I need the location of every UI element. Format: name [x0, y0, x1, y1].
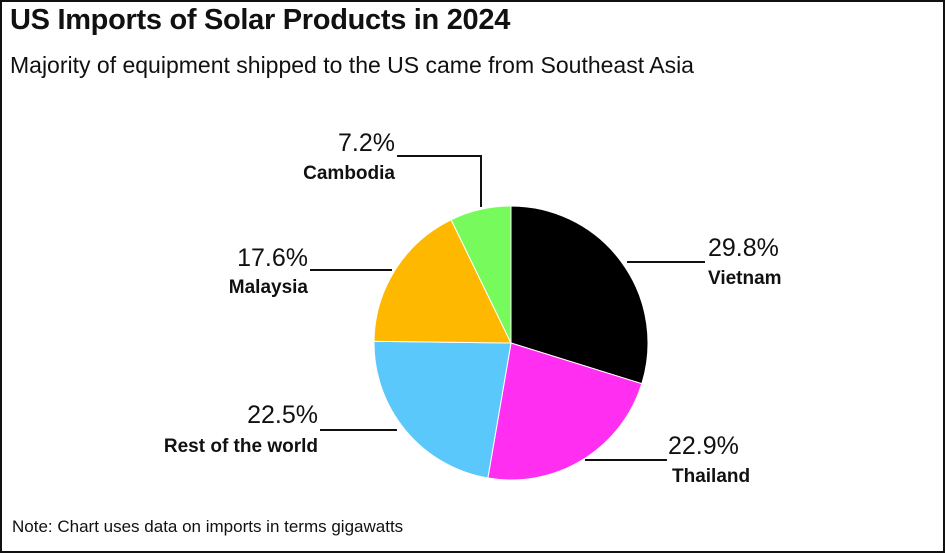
- pie-slice-cambodia: [450, 205, 512, 344]
- pie-slice-rest-of-the-world: [373, 340, 512, 479]
- slice-labels: 29.8% Vietnam 22.9% Thailand 22.5% Rest of th…: [164, 129, 782, 487]
- slice-value-label: 22.5%: [247, 401, 318, 429]
- pie-slice-thailand: [487, 342, 643, 481]
- chart-note: Note: Chart uses data on imports in term…: [12, 517, 404, 536]
- leader-line-cambodia: [397, 155, 482, 207]
- slice-value-label: 7.2%: [338, 129, 395, 157]
- slice-value-label: 22.9%: [668, 432, 739, 460]
- slice-category-label: Rest of the world: [164, 436, 318, 457]
- slice-category-label: Malaysia: [229, 277, 309, 298]
- leader-lines: [310, 155, 705, 461]
- slice-value-label: 17.6%: [237, 244, 308, 272]
- slice-category-label: Cambodia: [303, 163, 395, 184]
- slice-category-label: Thailand: [672, 466, 750, 487]
- pie-slices: [373, 205, 649, 481]
- slice-category-label: Vietnam: [708, 268, 782, 289]
- chart-title: US Imports of Solar Products in 2024: [10, 4, 511, 36]
- pie-slice-vietnam: [510, 205, 649, 385]
- chart-subtitle: Majority of equipment shipped to the US …: [10, 52, 694, 78]
- slice-value-label: 29.8%: [708, 234, 779, 262]
- pie-slice-malaysia: [373, 219, 512, 344]
